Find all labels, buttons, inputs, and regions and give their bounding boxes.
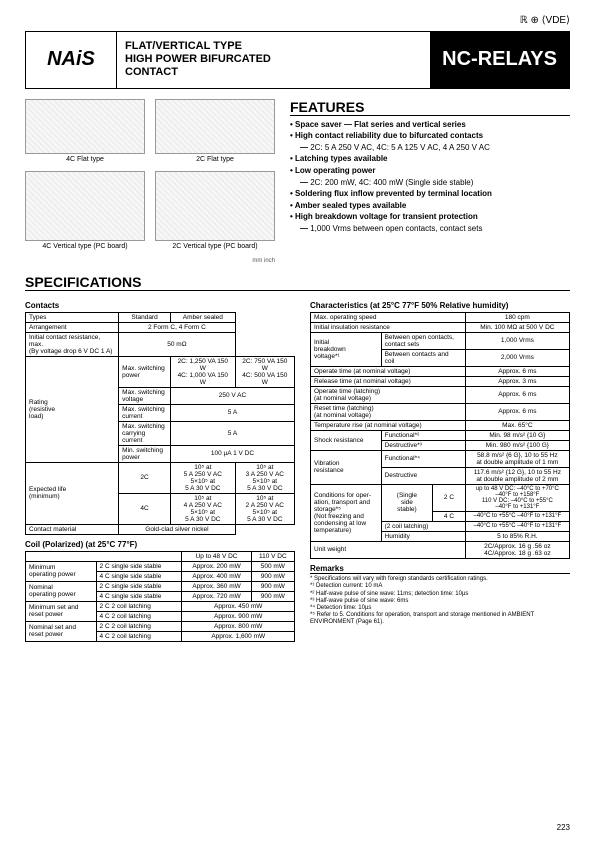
diag-label-3: 4C Vertical type (PC board) (25, 243, 145, 250)
char-title: Characteristics (at 25°C 77°F 50% Relati… (310, 301, 570, 310)
features-list: Space saver — Flat series and vertical s… (290, 120, 570, 234)
remark-line: *⁵ Refer to 5. Conditions for operation,… (310, 612, 570, 626)
feature-item: 2C: 200 mW, 4C: 400 mW (Single side stab… (300, 178, 570, 188)
header-title: FLAT/VERTICAL TYPE HIGH POWER BIFURCATED… (116, 32, 430, 88)
remarks: Remarks * Specifications will vary with … (310, 564, 570, 627)
header-line3: CONTACT (125, 66, 422, 79)
page-number: 223 (557, 823, 570, 832)
coil-table: Up to 48 V DC110 V DC Minimum operating … (25, 551, 295, 642)
dimension-note: mm inch (25, 258, 275, 264)
header-line1: FLAT/VERTICAL TYPE (125, 40, 422, 53)
logo: NAiS (47, 48, 95, 71)
contacts-title: Contacts (25, 301, 295, 310)
feature-item: Space saver — Flat series and vertical s… (290, 120, 570, 130)
feature-item: High contact reliability due to bifurcat… (290, 131, 570, 141)
remark-line: *¹ Detection current: 10 mA (310, 583, 570, 590)
contacts-table: TypesStandardAmber sealed Arrangement2 F… (25, 312, 295, 535)
feature-item: Latching types available (290, 154, 570, 164)
diag-label-1: 4C Flat type (25, 156, 145, 163)
diagram-2c-flat: 2C Flat type (155, 99, 275, 163)
feature-item: 2C: 5 A 250 V AC, 4C: 5 A 125 V AC, 4 A … (300, 143, 570, 153)
feature-item: Amber sealed types available (290, 201, 570, 211)
remark-line: *³ Half-wave pulse of sine wave: 6ms (310, 598, 570, 605)
remarks-title: Remarks (310, 564, 570, 575)
char-table: Max. operating speed180 cpm Initial insu… (310, 312, 570, 559)
coil-title: Coil (Polarized) (at 25°C 77°F) (25, 540, 295, 549)
diagram-4c-flat: 4C Flat type (25, 99, 145, 163)
features-section: FEATURES Space saver — Flat series and v… (290, 99, 570, 264)
diagram-2c-vertical: 2C Vertical type (PC board) (155, 171, 275, 250)
remark-line: * Specifications will vary with foreign … (310, 576, 570, 583)
header-line2: HIGH POWER BIFURCATED (125, 53, 422, 66)
feature-item: Soldering flux inflow prevented by termi… (290, 189, 570, 199)
diagram-4c-vertical: 4C Vertical type (PC board) (25, 171, 145, 250)
feature-item: Low operating power (290, 166, 570, 176)
header: NAiS FLAT/VERTICAL TYPE HIGH POWER BIFUR… (25, 31, 570, 89)
logo-box: NAiS (26, 32, 116, 88)
features-title: FEATURES (290, 99, 570, 116)
feature-item: High breakdown voltage for transient pro… (290, 212, 570, 222)
diagrams: 4C Flat type 2C Flat type 4C Vertical ty… (25, 99, 275, 264)
spec-title: SPECIFICATIONS (25, 274, 570, 291)
cert-icons: ℝ ⊕ ⟨VDE⟩ (25, 15, 570, 26)
product-name: NC-RELAYS (430, 32, 569, 88)
diag-label-2: 2C Flat type (155, 156, 275, 163)
remark-line: *² Half-wave pulse of sine wave: 11ms; d… (310, 591, 570, 598)
feature-item: 1,000 Vrms between open contacts, contac… (300, 224, 570, 234)
diag-label-4: 2C Vertical type (PC board) (155, 243, 275, 250)
